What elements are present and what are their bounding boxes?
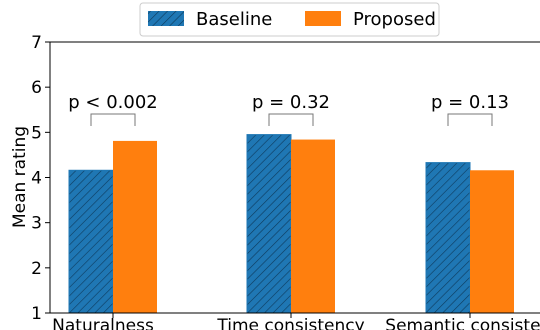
y-axis-label: Mean rating bbox=[10, 126, 30, 228]
y-tick-label: 1 bbox=[31, 304, 42, 324]
bars bbox=[68, 134, 514, 314]
y-tick-label: 5 bbox=[31, 123, 42, 143]
bar-baseline-1 bbox=[68, 169, 114, 314]
y-tick-label: 7 bbox=[31, 33, 42, 53]
bar-baseline-2 bbox=[246, 134, 292, 314]
y-tick-label: 4 bbox=[31, 169, 42, 189]
significance-annotations: p < 0.002 p = 0.32 p = 0.13 bbox=[68, 92, 509, 126]
legend-label-proposed: Proposed bbox=[353, 9, 436, 30]
bar-proposed-2 bbox=[291, 139, 335, 313]
x-axis-categories: Naturalness Time consistency Semantic cons… bbox=[52, 313, 540, 330]
category-label: Semantic consistency bbox=[385, 316, 540, 330]
p-value-label: p = 0.32 bbox=[252, 92, 330, 113]
category-label: Naturalness bbox=[52, 316, 154, 330]
y-axis-ticks: 1 2 3 4 5 6 7 bbox=[31, 33, 50, 324]
legend: Baseline Proposed bbox=[139, 2, 440, 37]
axes-frame bbox=[49, 41, 540, 314]
significance-bracket bbox=[268, 113, 314, 126]
y-tick-label: 6 bbox=[31, 78, 42, 98]
significance-bracket bbox=[90, 113, 136, 126]
y-tick-label: 3 bbox=[31, 214, 42, 234]
bar-baseline-3 bbox=[425, 162, 471, 314]
category-label: Time consistency bbox=[216, 316, 364, 330]
y-tick-label: 2 bbox=[31, 259, 42, 279]
legend-swatch-baseline bbox=[148, 11, 184, 26]
legend-label-baseline: Baseline bbox=[196, 9, 272, 30]
p-value-label: p < 0.002 bbox=[68, 92, 157, 113]
legend-frame bbox=[139, 2, 440, 37]
legend-swatch-proposed bbox=[305, 11, 341, 26]
p-value-label: p = 0.13 bbox=[431, 92, 509, 113]
bar-proposed-1 bbox=[113, 140, 157, 313]
bar-proposed-3 bbox=[470, 170, 514, 313]
significance-bracket bbox=[447, 113, 493, 126]
